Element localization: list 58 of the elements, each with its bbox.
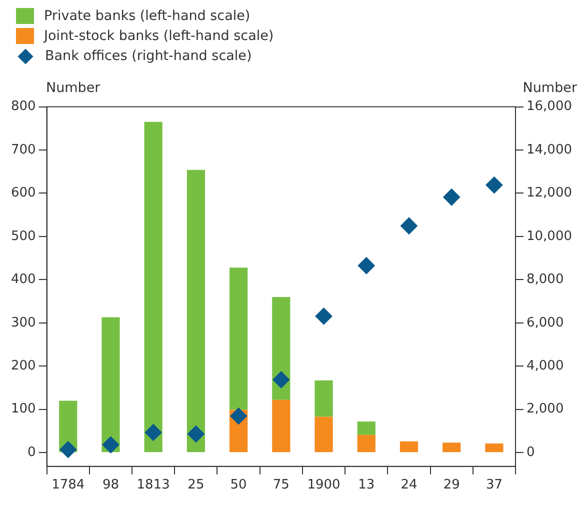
x-tick-label: 1784 <box>52 478 85 493</box>
bar <box>357 421 376 435</box>
x-tick-label: 37 <box>486 478 502 493</box>
x-tick-label: 13 <box>358 478 375 493</box>
y-axis-title: Number <box>46 80 100 96</box>
y-tick-label: 0 <box>28 444 36 460</box>
x-tick-label: 1900 <box>307 478 340 493</box>
legend-label: Joint-stock banks (left-hand scale) <box>44 28 274 44</box>
bar <box>230 268 248 410</box>
y2-tick-label: 8,000 <box>526 272 564 288</box>
bar <box>186 170 205 452</box>
x-tick-label: 29 <box>443 478 460 493</box>
point <box>400 217 418 234</box>
y2-tick-label: 0 <box>526 444 535 460</box>
bar <box>357 434 376 452</box>
bar <box>485 443 504 452</box>
y2-tick-label: 14,000 <box>526 142 572 158</box>
x-tick-label: 1813 <box>136 478 170 493</box>
x-tick-label: 25 <box>188 478 204 493</box>
y2-axis-title: Number <box>522 80 577 96</box>
y-tick-label: 300 <box>10 315 36 330</box>
point <box>230 408 248 425</box>
y-tick-label: 600 <box>10 186 36 201</box>
bar <box>144 122 162 452</box>
point <box>272 371 290 388</box>
y-tick-label: 800 <box>10 99 36 114</box>
legend-label: Private banks (left-hand scale) <box>44 8 250 24</box>
x-tick-label: 24 <box>400 478 418 493</box>
y2-tick-label: 2,000 <box>526 402 564 417</box>
point <box>187 425 204 442</box>
y-tick-label: 500 <box>10 228 36 244</box>
x-tick-label: 98 <box>102 478 119 493</box>
y2-tick-label: 10,000 <box>526 228 572 244</box>
y-tick-label: 100 <box>10 402 36 417</box>
bar <box>442 442 461 452</box>
y2-tick-label: 12,000 <box>526 186 572 201</box>
bar <box>314 416 333 452</box>
x-tick-label: 50 <box>230 478 247 493</box>
point <box>144 424 162 441</box>
bar <box>272 296 290 400</box>
point <box>486 176 503 194</box>
x-tick-label: 75 <box>272 478 290 493</box>
y-tick-label: 400 <box>10 272 36 288</box>
point <box>443 188 460 206</box>
point <box>60 441 77 458</box>
y-tick-label: 200 <box>10 358 36 374</box>
bar <box>400 441 418 452</box>
point <box>358 257 375 274</box>
y-tick-label: 700 <box>10 142 36 158</box>
y2-tick-label: 4,000 <box>526 358 564 374</box>
y2-tick-label: 16,000 <box>526 99 572 114</box>
bar <box>272 400 290 452</box>
point <box>102 436 120 454</box>
bar <box>314 380 333 417</box>
legend-label: Bank offices (right-hand scale) <box>45 48 252 64</box>
point <box>315 308 332 325</box>
y2-tick-label: 6,000 <box>526 315 564 330</box>
bar <box>102 317 120 452</box>
